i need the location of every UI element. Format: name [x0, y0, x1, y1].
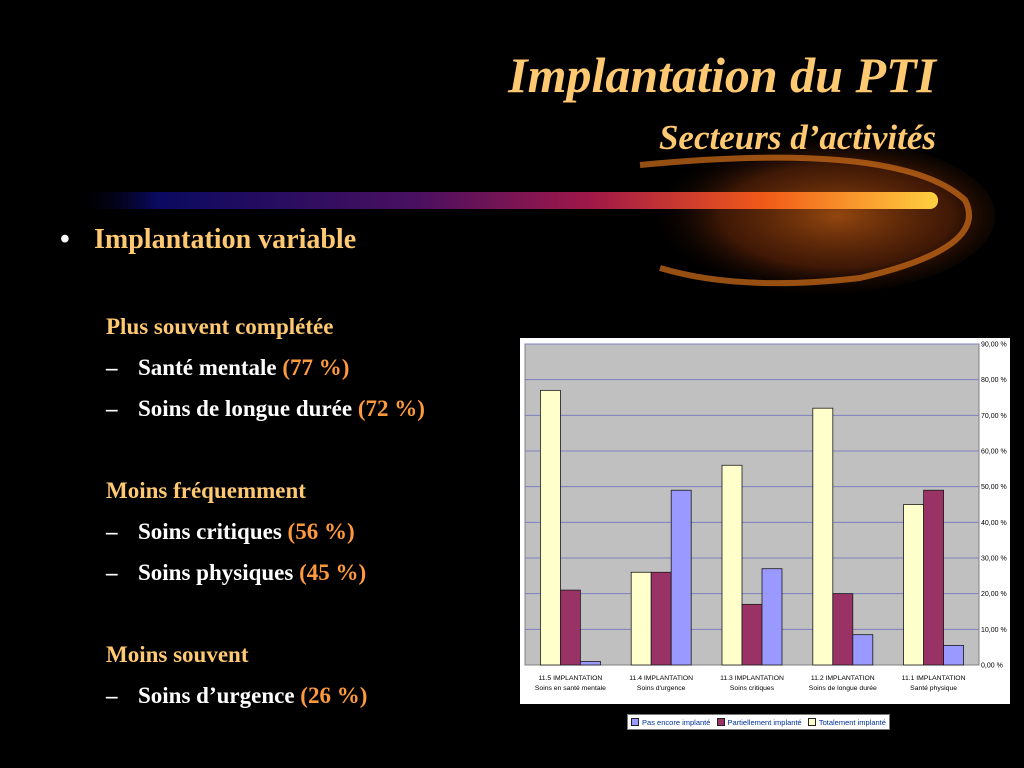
legend-label: Pas encore implanté [642, 717, 711, 727]
legend-swatch [716, 718, 725, 726]
item-label: Soins physiques [138, 560, 300, 585]
dash-marker: – [106, 355, 118, 380]
x-tick-label: 11.1 IMPLANTATION [902, 675, 966, 682]
group-heading: Moins souvent [106, 642, 249, 667]
dash-marker: – [106, 519, 118, 544]
y-tick-label: 60,00 % [981, 449, 1007, 456]
y-tick-label: 30,00 % [981, 556, 1007, 563]
bullet-dot: • [60, 224, 70, 255]
legend-swatch [807, 718, 816, 726]
legend-item: Pas encore implanté [631, 718, 710, 727]
main-bullet: • Implantation variable [60, 224, 356, 256]
group-heading: Moins fréquemment [106, 478, 306, 503]
legend-swatch [631, 718, 640, 726]
list-item: – Santé mentale (77 %) [106, 355, 349, 381]
bar [741, 603, 763, 666]
list-item: – Soins de longue durée (72 %) [106, 396, 425, 422]
x-tick-label: Soins de longue durée [809, 685, 877, 692]
dash-marker: – [106, 683, 118, 708]
slide-title: Implantation du PTI [508, 47, 936, 103]
x-tick-label: Santé physique [910, 685, 957, 692]
item-label: Santé mentale [138, 355, 283, 380]
list-item: – Soins d’urgence (26 %) [106, 683, 367, 709]
dash-marker: – [106, 560, 118, 585]
decorative-swoosh [70, 138, 995, 294]
legend-item: Totalement implanté [807, 717, 886, 727]
group-heading: Plus souvent complétée [106, 314, 334, 339]
item-percentage: (56 %) [287, 519, 355, 544]
legend-label: Partiellement implanté [727, 717, 802, 727]
bar [670, 489, 692, 666]
x-tick-label: 11.3 IMPLANTATION [720, 675, 784, 682]
y-tick-label: 10,00 % [981, 627, 1007, 634]
implantation-bar-chart: 0,00 % 10,00 % 20,00 % 30,00 % 40,00 % 50,00 … [520, 338, 1010, 704]
item-percentage: (45 %) [299, 560, 367, 585]
item-label: Soins d’urgence [138, 683, 301, 708]
bar [943, 644, 965, 666]
dash-marker: – [106, 396, 118, 421]
legend-label: Totalement implanté [818, 717, 886, 727]
bar [560, 589, 581, 666]
bar [580, 661, 601, 666]
bar [852, 634, 874, 666]
item-label: Soins critiques [138, 519, 288, 544]
slide-subtitle: Secteurs d’activités [658, 118, 936, 157]
y-tick-label: 70,00 % [981, 413, 1007, 420]
bar [539, 389, 561, 666]
item-percentage: (26 %) [300, 683, 368, 708]
chart-legend: Pas encore implanté Partiellement implant… [627, 714, 890, 730]
bar [832, 593, 854, 666]
x-tick-label: Soins en santé mentale [535, 685, 606, 692]
x-tick-label: 11.5 IMPLANTATION [538, 675, 602, 682]
item-percentage: (77 %) [282, 355, 350, 380]
list-item: – Soins physiques (45 %) [106, 560, 366, 586]
list-item: – Soins critiques (56 %) [106, 519, 355, 545]
y-tick-label: 90,00 % [981, 342, 1007, 349]
bar [650, 571, 672, 666]
bar [630, 571, 652, 666]
y-tick-label: 0,00 % [981, 663, 1003, 670]
y-tick-label: 20,00 % [981, 591, 1007, 598]
x-tick-label: 11.2 IMPLANTATION [811, 675, 875, 682]
bar [903, 504, 925, 666]
y-tick-label: 40,00 % [981, 520, 1007, 527]
y-tick-label: 50,00 % [981, 484, 1007, 491]
item-label: Soins de longue durée [138, 396, 358, 421]
x-tick-label: 11.4 IMPLANTATION [629, 675, 693, 682]
bar [923, 489, 945, 666]
bar [721, 464, 743, 666]
legend-item: Partiellement implanté [716, 717, 802, 727]
x-tick-label: Soins critiques [730, 685, 775, 692]
y-tick-label: 80,00 % [981, 377, 1007, 384]
item-percentage: (72 %) [357, 396, 425, 421]
main-bullet-text: Implantation variable [94, 224, 357, 255]
bar [812, 407, 834, 666]
x-tick-label: Soins d'urgence [637, 685, 686, 692]
bar [761, 568, 783, 666]
